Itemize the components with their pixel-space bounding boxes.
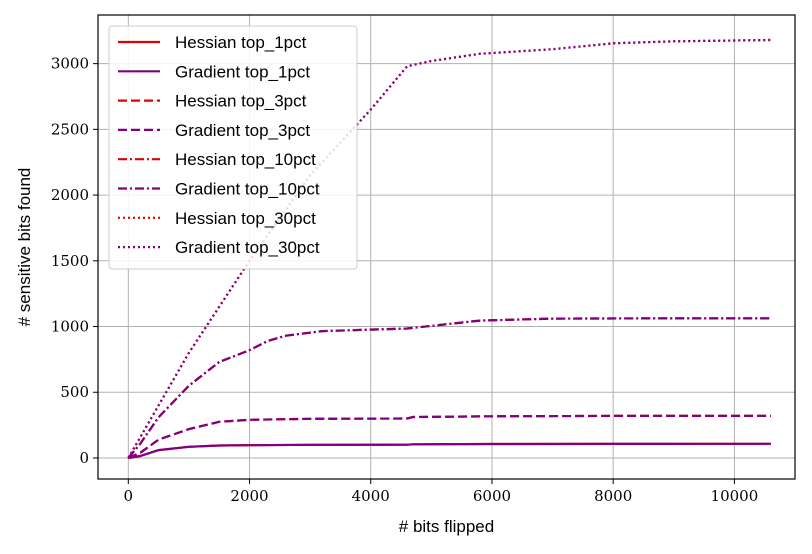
x-tick-label: 0 xyxy=(124,487,134,505)
series-line xyxy=(127,317,771,459)
y-tick-label: 2000 xyxy=(51,186,89,204)
series-line xyxy=(127,414,771,460)
y-tick-label: 0 xyxy=(79,449,89,467)
series-line xyxy=(127,38,771,459)
legend-entry-label: Gradient top_30pct xyxy=(175,238,320,257)
legend: Hessian top_1pct Gradient top_1pct Hessian… xyxy=(108,25,358,270)
y-axis-label: # sensitive bits found xyxy=(15,168,34,327)
axis-ticks: 0 2000 4000 6000 8000 10000 0 500 1000 1500 2000 25… xyxy=(51,55,758,505)
legend-entry-label: Gradient top_10pct xyxy=(175,180,320,199)
x-tick-label: 2000 xyxy=(230,487,268,505)
legend-entry-label: Hessian top_30pct xyxy=(175,209,316,228)
x-tick-label: 8000 xyxy=(594,487,632,505)
legend-entry-label: Gradient top_1pct xyxy=(175,62,310,81)
series-lines xyxy=(127,38,771,460)
y-tick-label: 2500 xyxy=(51,120,89,138)
legend-items: Hessian top_1pct Gradient top_1pct Hessian… xyxy=(118,33,320,257)
legend-box xyxy=(108,25,358,270)
legend-entry-label: Hessian top_10pct xyxy=(175,150,316,169)
x-tick-label: 6000 xyxy=(473,487,511,505)
plot-area-frame xyxy=(97,14,796,480)
y-tick-label: 1500 xyxy=(51,252,89,270)
legend-entry-label: Gradient top_3pct xyxy=(175,121,310,140)
series-line xyxy=(128,442,771,460)
series-line xyxy=(127,317,771,459)
x-tick-label: 10000 xyxy=(711,487,759,505)
y-tick-label: 3000 xyxy=(51,55,89,73)
x-tick-label: 4000 xyxy=(352,487,390,505)
y-tick-label: 1000 xyxy=(51,318,89,336)
legend-entry-label: Hessian top_3pct xyxy=(175,92,307,111)
x-axis-label: # bits flipped xyxy=(399,517,494,536)
y-tick-label: 500 xyxy=(60,383,89,401)
legend-entry-label: Hessian top_1pct xyxy=(175,33,307,52)
